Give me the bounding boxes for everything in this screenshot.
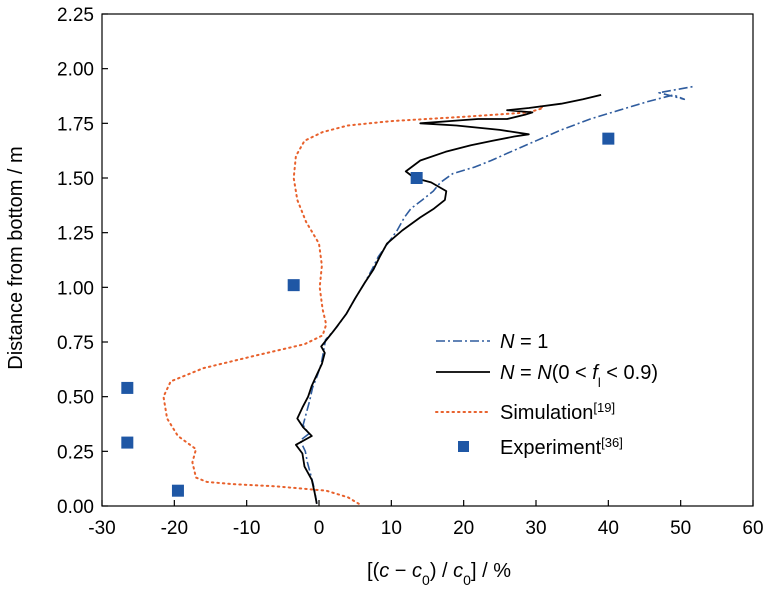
- legend-label-experiment: Experiment[36]: [500, 435, 623, 460]
- experiment-point: [287, 279, 300, 292]
- y-tick-label: 1.50: [57, 169, 94, 190]
- y-tick-label: 0.25: [57, 442, 94, 463]
- x-tick-label: 60: [742, 518, 763, 539]
- plot-border: [101, 13, 754, 507]
- y-tick-label: 1.25: [57, 224, 94, 245]
- series-1-line: [295, 94, 602, 504]
- y-axis-title: Distance from bottom / m: [5, 146, 27, 369]
- series-2-line: [162, 104, 545, 505]
- x-tick-label: 0: [314, 518, 325, 539]
- experiment-point: [121, 381, 134, 394]
- legend-label-n1: N = 1: [500, 331, 548, 353]
- y-tick-label: 0.75: [57, 333, 94, 354]
- y-tick-label: 0.00: [57, 497, 94, 518]
- x-tick-label: -10: [233, 518, 260, 539]
- ticks-layer: -30 -20 -10 0 10 20 30 40 50 60 0.00 0.25 0.50 0.75 1.…: [57, 5, 764, 539]
- experiment-point: [121, 436, 134, 449]
- y-tick-label: 2.25: [57, 5, 94, 26]
- experiment-point: [410, 172, 423, 184]
- x-tick-label: -30: [88, 518, 115, 539]
- x-tick-label: -20: [161, 518, 188, 539]
- legend-label-nfl: N = N(0 < fl < 0.9): [500, 362, 658, 390]
- legend-marker-experiment: [458, 441, 469, 452]
- series-0-line: [299, 85, 696, 504]
- y-tick-label: 2.00: [57, 60, 94, 81]
- y-tick-label: 1.00: [57, 278, 94, 299]
- y-tick-label: 0.50: [57, 388, 94, 409]
- experiment-point: [171, 484, 184, 497]
- x-tick-label: 40: [598, 518, 619, 539]
- experiment-point: [602, 132, 615, 145]
- series-layer: [121, 85, 696, 505]
- y-tick-label: 1.75: [57, 114, 94, 135]
- x-tick-label: 20: [453, 518, 474, 539]
- x-axis-title: [(c − c0) / c0] / %: [367, 560, 511, 588]
- x-tick-label: 50: [670, 518, 691, 539]
- legend-label-simulation: Simulation[19]: [500, 400, 615, 425]
- x-tick-label: 30: [525, 518, 546, 539]
- legend: N = 1 N = N(0 < fl < 0.9) Simulation[19]…: [435, 331, 658, 460]
- x-tick-label: 10: [381, 518, 402, 539]
- plot-frame: [101, 13, 754, 507]
